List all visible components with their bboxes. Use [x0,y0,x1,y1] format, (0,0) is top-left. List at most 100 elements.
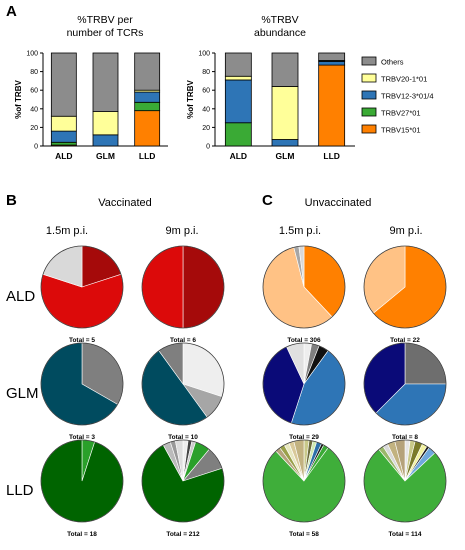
group-title-vaccinated: Vaccinated [98,197,152,209]
pie-total-label: Total = 58 [289,531,319,538]
pie-total-label: Total = 212 [166,531,200,538]
x-tick-label: GLM [276,151,295,161]
legend-swatch [361,56,377,66]
pie-outline [141,245,225,329]
pie-outline [40,439,124,523]
bar-segment [134,52,161,91]
row-label-lld: LLD [6,482,34,499]
bar-segment [50,141,77,146]
bar-segment [134,91,161,103]
bar-segment [92,134,119,147]
bar-segment [50,52,77,117]
y-tick-label: 100 [198,51,210,58]
bar-chart-1-title-line-1: %TRBV per [77,14,133,26]
legend-swatch [361,90,377,100]
bar-segment [318,60,346,66]
pie-outline [141,342,225,426]
bar-segment [50,115,77,132]
pie-chart: Total = 18 [40,439,124,538]
bar-segment [92,52,119,112]
pie-total-label: Total = 5 [69,337,95,344]
y-tick-label: 80 [30,69,38,76]
bar-segment [318,64,346,147]
group-title-unvaccinated: Unvaccinated [305,197,372,209]
y-tick-label: 60 [202,88,210,95]
pie-grid: Total = 5 Total = 6 Total = 306 Total = 22 T… [40,245,447,538]
y-tick-label: 40 [202,106,210,113]
pie-total-label: Total = 3 [69,434,95,441]
pie-total-label: Total = 8 [392,434,418,441]
pie-outline [141,439,225,523]
pie-chart: Total = 8 [363,342,447,441]
pie-total-label: Total = 10 [168,434,198,441]
bar-segment [134,110,161,147]
pie-outline [363,342,447,426]
pie-total-label: Total = 22 [390,337,420,344]
panel-label-a: A [6,3,17,20]
bar-segment [271,86,299,140]
pie-chart: Total = 58 [262,439,346,538]
timepoint-label: 1.5m p.i. [279,225,321,237]
bar-segment [50,130,77,143]
timepoint-label: 9m p.i. [389,225,422,237]
bar-chart-abundance: %of TRBV 0 20 40 60 80 100 ALD GLM LLD [186,51,355,161]
pie-total-label: Total = 29 [289,434,319,441]
pie-slice [141,245,184,329]
bar-segment [318,52,346,61]
panel-label-c: C [262,192,273,209]
pie-outline [40,342,124,426]
pie-outline [262,342,346,426]
legend-label: TRBV12-3*01/4 [381,92,434,101]
pie-slice [182,245,225,329]
pie-outline [262,439,346,523]
pie-total-label: Total = 18 [67,531,97,538]
pie-chart: Total = 306 [262,245,346,344]
legend-swatch [361,107,377,117]
pie-slice [40,439,124,523]
y-tick-label: 80 [202,69,210,76]
pie-slice [404,342,447,385]
bar-segment [224,79,252,124]
legend-label: TRBV27*01 [381,109,421,118]
x-tick-label: LLD [323,151,340,161]
pie-chart: Total = 5 [40,245,124,344]
bar-segment [271,52,299,87]
pie-chart: Total = 22 [363,245,447,344]
panel-label-b: B [6,192,17,209]
legend-label: Others [381,58,404,67]
legend-label: TRBV20-1*01 [381,75,427,84]
bar-chart-tcr-count: %of TRBV 0 20 40 60 80 100 ALD GLM LLD [14,51,168,161]
bar-chart-1-title-line-2: number of TCRs [67,27,144,39]
bar-segment [134,101,161,112]
pie-outline [262,245,346,329]
y-tick-label: 20 [202,125,210,132]
y-tick-label: 0 [206,144,210,151]
bar-segment [224,75,252,81]
y-axis-label: %of TRBV [186,80,195,119]
row-label-ald: ALD [6,288,35,305]
bar-segment [224,122,252,147]
pie-chart: Total = 29 [262,342,346,441]
pie-outline [40,245,124,329]
pie-total-label: Total = 306 [287,337,321,344]
pie-outline [363,245,447,329]
y-tick-label: 60 [30,88,38,95]
timepoint-label: 9m p.i. [165,225,198,237]
pie-outline [363,439,447,523]
legend-swatch [361,124,377,134]
bar-chart-2-title-line-2: abundance [254,27,306,39]
bar-chart-2-title-line-1: %TRBV [261,14,298,26]
bar-segment [92,111,119,136]
y-tick-label: 100 [26,51,38,58]
pie-chart: Total = 3 [40,342,124,441]
x-tick-label: ALD [230,151,247,161]
y-tick-label: 40 [30,106,38,113]
row-label-glm: GLM [6,385,39,402]
timepoint-label: 1.5m p.i. [46,225,88,237]
pie-total-label: Total = 114 [389,531,422,538]
x-tick-label: GLM [96,151,115,161]
pie-chart: Total = 6 [141,245,225,344]
y-tick-label: 0 [34,144,38,151]
bar-segment [271,139,299,147]
pie-total-label: Total = 6 [170,337,196,344]
